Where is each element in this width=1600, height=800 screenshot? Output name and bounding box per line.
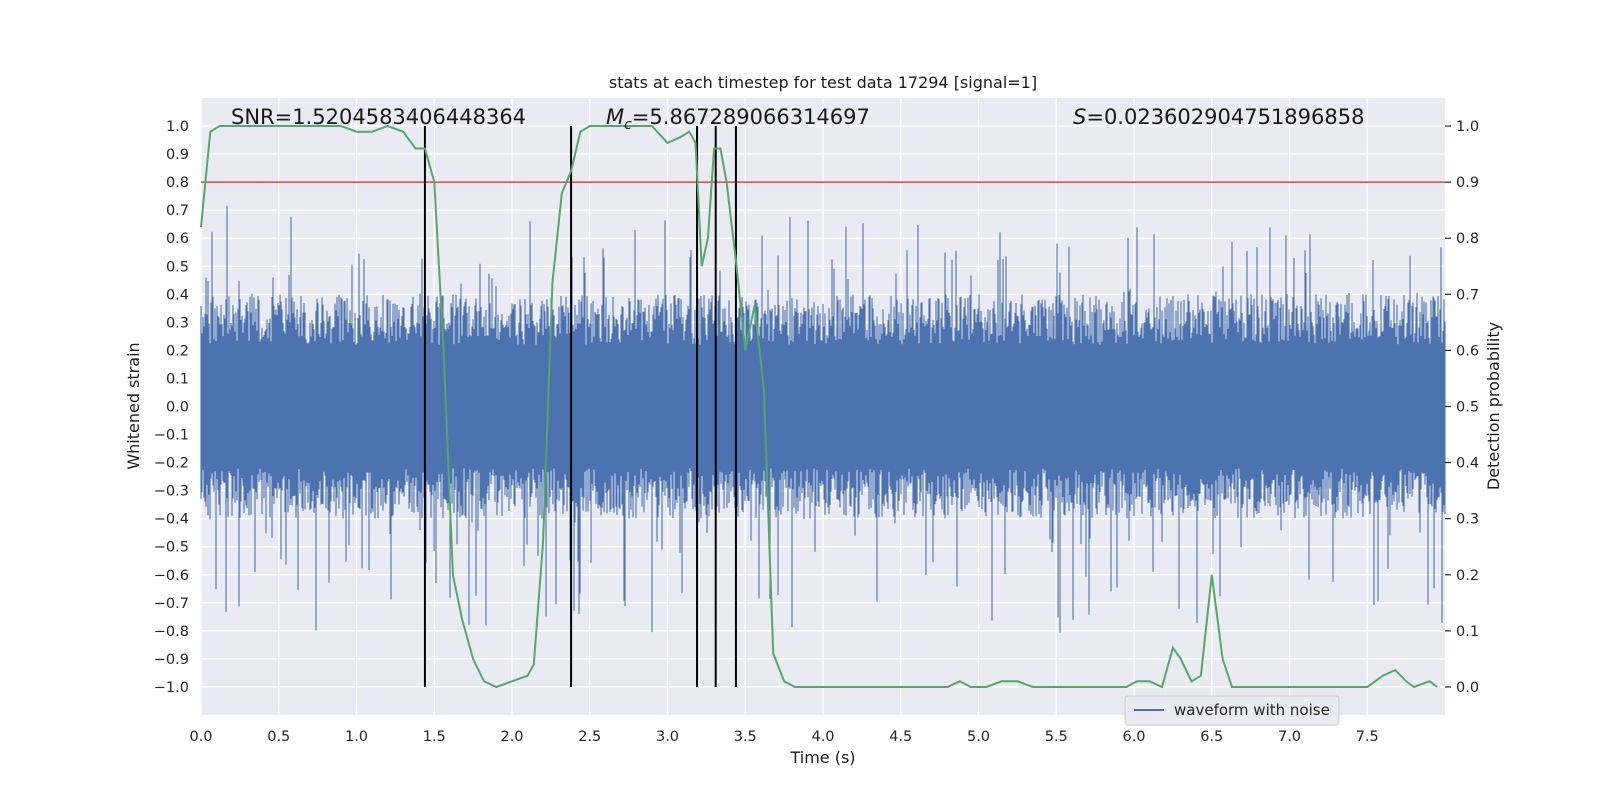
- left-tick-label: 0.3: [166, 315, 189, 331]
- legend-label: waveform with noise: [1174, 701, 1330, 719]
- left-tick-label: −0.1: [154, 428, 189, 444]
- legend: waveform with noise: [1124, 695, 1340, 726]
- x-tick-label: 6.0: [1122, 729, 1145, 745]
- right-tick-label: 0.1: [1456, 624, 1479, 640]
- chart-title: stats at each timestep for test data 172…: [609, 73, 1037, 92]
- right-tick-label: 0.2: [1456, 568, 1479, 584]
- x-axis-label: Time (s): [789, 748, 855, 767]
- right-tick-label: 0.8: [1456, 231, 1479, 247]
- chirp-mass-value: =5.867289066314697: [632, 105, 870, 129]
- left-tick-label: 0.7: [166, 203, 189, 219]
- left-tick-label: 0.1: [166, 371, 189, 387]
- x-tick-label: 3.0: [656, 729, 679, 745]
- right-tick-label: 1.0: [1456, 119, 1479, 135]
- left-tick-label: 0.4: [166, 287, 189, 303]
- x-tick-label: 7.5: [1356, 729, 1379, 745]
- left-axis-label: Whitened strain: [124, 342, 143, 469]
- x-tick-label: 5.5: [1045, 729, 1068, 745]
- s-value: =0.023602904751896858: [1086, 105, 1364, 129]
- left-axis-ticks: 1.0 0.9 0.8 0.7 0.6 0.5 0.4 0.3 0.2 0.1 0.0 −0.1 −0.…: [154, 119, 189, 696]
- chirp-mass-symbol: M: [606, 105, 624, 129]
- x-tick-label: 7.0: [1278, 729, 1301, 745]
- x-tick-label: 2.0: [500, 729, 523, 745]
- right-tick-label: 0.7: [1456, 287, 1479, 303]
- right-tick-label: 0.5: [1456, 400, 1479, 416]
- left-tick-label: −0.4: [154, 512, 189, 528]
- right-tick-label: 0.0: [1456, 680, 1479, 696]
- right-axis-label: Detection probability: [1484, 322, 1503, 490]
- left-tick-label: 0.5: [166, 259, 189, 275]
- snr-annotation: SNR=1.5204583406448364: [231, 105, 526, 129]
- waveform-trace: [200, 205, 1446, 633]
- left-tick-label: 0.6: [166, 231, 189, 247]
- left-tick-label: −0.8: [154, 624, 189, 640]
- s-annotation: S=0.023602904751896858: [1073, 105, 1364, 129]
- left-tick-label: −1.0: [154, 680, 189, 696]
- left-tick-label: −0.5: [154, 540, 189, 556]
- right-axis-ticks: 1.0 0.9 0.8 0.7 0.6 0.5 0.4 0.3 0.2 0.1 0.0: [1445, 119, 1479, 696]
- detection-probability-line: [200, 124, 1438, 689]
- x-axis-ticks: 0.0 0.5 1.0 1.5 2.0 2.5 3.0 3.5 4.0 4.5 5.0 5.5 6.0 6…: [189, 729, 1378, 745]
- left-tick-label: −0.3: [154, 484, 189, 500]
- x-tick-label: 1.5: [423, 729, 446, 745]
- left-tick-label: −0.2: [154, 456, 189, 472]
- x-tick-label: 1.0: [345, 729, 368, 745]
- x-tick-label: 6.5: [1200, 729, 1223, 745]
- x-tick-label: 2.5: [578, 729, 601, 745]
- right-tick-label: 0.4: [1456, 456, 1479, 472]
- left-tick-label: −0.6: [154, 568, 189, 584]
- chirp-mass-annotation: Mc=5.867289066314697: [606, 105, 870, 133]
- x-tick-label: 0.5: [267, 729, 290, 745]
- right-tick-label: 0.6: [1456, 343, 1479, 359]
- left-tick-label: −0.7: [154, 596, 189, 612]
- right-tick-label: 0.9: [1456, 175, 1479, 191]
- x-tick-label: 5.0: [967, 729, 990, 745]
- s-symbol: S: [1073, 105, 1086, 129]
- vertical-markers: [423, 126, 737, 687]
- waveform-series: [200, 205, 1446, 633]
- x-tick-label: 4.5: [889, 729, 912, 745]
- left-tick-label: 0.2: [166, 343, 189, 359]
- left-tick-label: 0.9: [166, 147, 189, 163]
- right-tick-label: 0.3: [1456, 512, 1479, 528]
- legend-box: [1124, 695, 1340, 726]
- x-tick-label: 3.5: [734, 729, 757, 745]
- x-tick-label: 0.0: [189, 729, 212, 745]
- left-tick-label: 0.0: [166, 400, 189, 416]
- left-tick-label: 0.8: [166, 175, 189, 191]
- left-tick-label: −0.9: [154, 652, 189, 668]
- left-tick-label: 1.0: [166, 119, 189, 135]
- x-tick-label: 4.0: [811, 729, 834, 745]
- chirp-mass-subscript: c: [624, 117, 632, 133]
